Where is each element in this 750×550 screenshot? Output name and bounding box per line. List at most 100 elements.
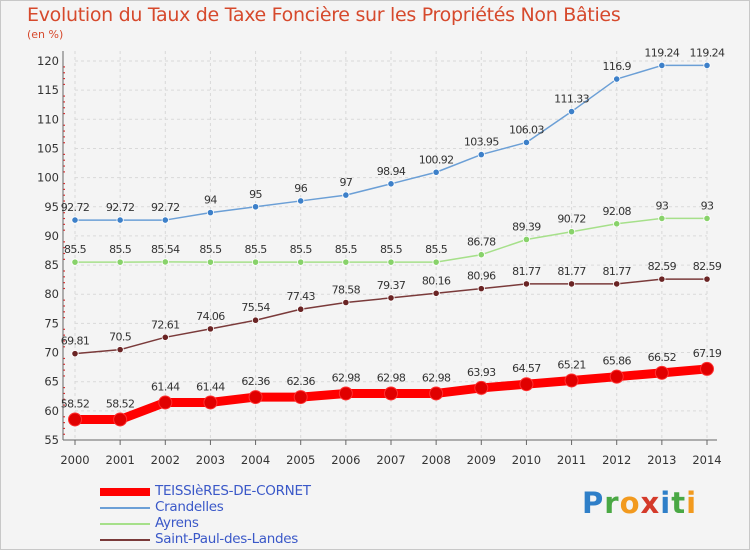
y-minor-tick: [63, 182, 65, 185]
legend-swatch: [100, 507, 150, 509]
data-label: 81.77: [512, 265, 541, 278]
legend-swatch: [100, 539, 150, 541]
x-tick-label: 2013: [647, 453, 676, 467]
y-minor-tick: [63, 404, 65, 406]
y-tick-label: 70: [44, 346, 59, 360]
legend-swatch: [100, 488, 150, 496]
data-label: 119.24: [644, 46, 679, 59]
y-minor-tick: [63, 241, 65, 243]
data-label: 95: [249, 188, 262, 201]
y-tick-label: 60: [44, 404, 59, 418]
data-label: 85.54: [151, 243, 180, 256]
data-label: 85.5: [380, 243, 403, 256]
data-point: [477, 150, 485, 159]
x-tick-label: 2003: [196, 453, 225, 467]
data-point: [658, 61, 666, 70]
y-tick-label: 115: [37, 83, 59, 97]
data-label: 69.81: [61, 335, 90, 348]
y-tick-label: 95: [44, 200, 59, 214]
y-tick-label: 75: [44, 316, 59, 330]
data-point: [522, 138, 531, 147]
y-minor-tick: [63, 112, 65, 115]
data-point: [342, 258, 350, 266]
x-tick-label: 2009: [467, 453, 496, 467]
y-minor-tick: [63, 107, 65, 109]
data-label: 62.36: [241, 375, 270, 388]
y-minor-tick: [63, 171, 65, 173]
legend-swatch: [100, 523, 150, 525]
data-point: [522, 235, 531, 244]
data-label: 85.5: [245, 243, 268, 256]
data-label: 65.21: [557, 358, 586, 371]
data-label: 93: [655, 199, 668, 212]
data-point: [251, 203, 260, 211]
y-tick-label: 80: [44, 287, 59, 301]
y-minor-tick: [63, 247, 65, 249]
y-minor-tick: [63, 83, 65, 86]
data-point: [71, 258, 79, 266]
data-point: [613, 280, 621, 288]
data-label: 70.5: [109, 331, 132, 344]
data-point: [609, 369, 624, 384]
x-tick-label: 2014: [692, 453, 721, 467]
data-point: [338, 386, 353, 401]
proxiti-logo: Proxiti: [582, 486, 697, 520]
data-point: [203, 395, 218, 410]
y-minor-tick: [63, 200, 65, 202]
y-minor-tick: [63, 375, 65, 377]
data-point: [68, 412, 82, 427]
data-point: [116, 346, 124, 354]
data-label: 85.5: [64, 243, 87, 256]
data-label: 72.61: [151, 318, 180, 331]
x-tick-label: 2006: [331, 453, 360, 467]
y-minor-tick: [63, 416, 65, 418]
data-point: [116, 216, 124, 224]
data-point: [161, 258, 169, 266]
x-tick-label: 2011: [557, 453, 586, 467]
y-minor-tick: [63, 270, 65, 272]
data-point: [206, 325, 215, 333]
y-minor-tick: [63, 363, 65, 365]
data-label: 77.43: [286, 290, 315, 303]
data-point: [567, 280, 576, 288]
data-label: 62.36: [286, 375, 315, 388]
y-tick-label: 55: [44, 433, 59, 447]
data-point: [297, 197, 305, 205]
data-label: 89.39: [512, 220, 541, 233]
y-minor-tick: [63, 136, 65, 138]
data-label: 100.92: [419, 153, 454, 166]
y-minor-tick: [63, 422, 65, 424]
y-minor-tick: [63, 311, 65, 313]
data-point: [700, 361, 714, 376]
data-point: [564, 373, 579, 388]
x-tick-labels: 2000 2001 2002 2003 2004 2005 2006 2007 2008 2009…: [60, 453, 721, 467]
data-label: 82.59: [693, 260, 722, 273]
y-minor-tick: [63, 334, 65, 336]
y-minor-tick: [63, 217, 65, 220]
x-tick-label: 2007: [376, 453, 405, 467]
y-tick-label: 105: [37, 141, 59, 155]
data-label: 74.06: [196, 310, 225, 323]
data-label: 78.58: [332, 284, 361, 297]
data-label: 67.19: [693, 347, 722, 360]
y-minor-tick: [63, 398, 65, 400]
data-point: [71, 216, 79, 224]
y-minor-tick: [63, 282, 65, 284]
data-label: 61.44: [196, 380, 225, 393]
x-tick-label: 2005: [286, 453, 315, 467]
data-point: [342, 298, 350, 307]
data-label: 82.59: [648, 260, 677, 273]
data-point: [387, 294, 395, 302]
x-tick-label: 2000: [60, 453, 89, 467]
data-point: [613, 220, 621, 228]
data-label: 98.94: [377, 165, 406, 178]
data-label: 61.44: [151, 380, 180, 393]
data-point: [206, 258, 215, 266]
data-point: [116, 258, 124, 266]
y-minor-tick: [63, 433, 65, 435]
x-tick-label: 2004: [241, 453, 270, 467]
data-label: 62.98: [377, 371, 406, 384]
y-minor-tick: [63, 72, 65, 74]
x-tick-label: 2008: [422, 453, 451, 467]
